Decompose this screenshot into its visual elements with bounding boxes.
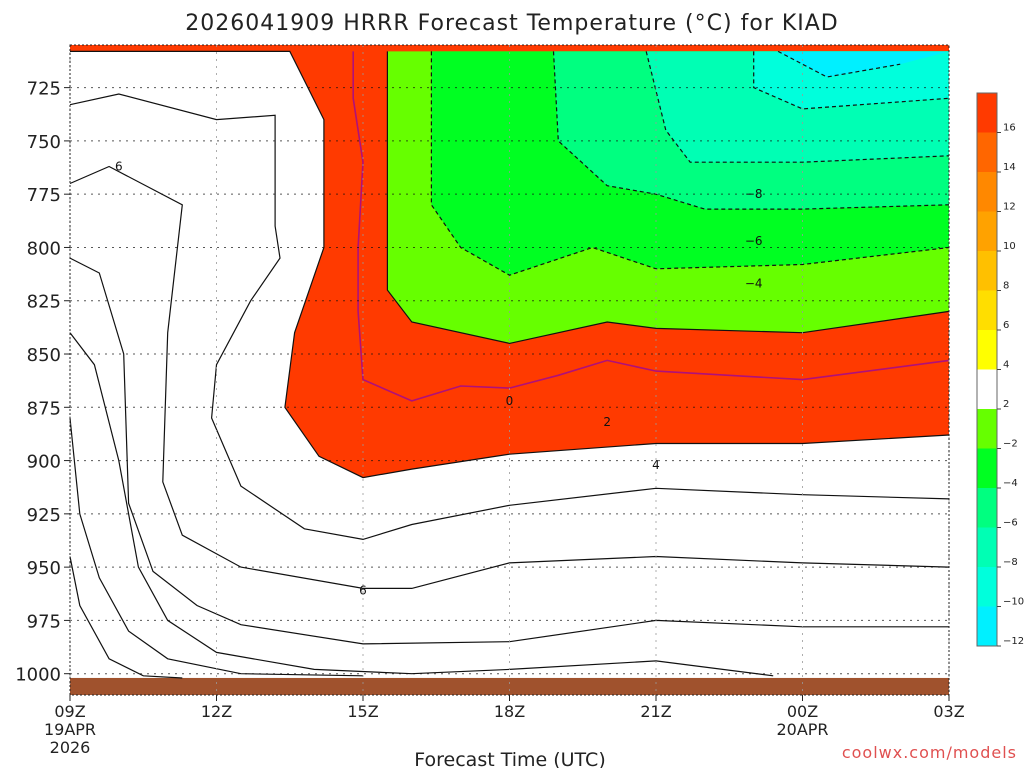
colorbar-tick-label-3: 10 [1003,241,1016,252]
contour-10 [69,257,949,645]
x-tick-label-00Z: 00Z [787,702,818,721]
x-tick-label-15Z: 15Z [347,702,378,721]
x-tick-label-12Z: 12Z [201,702,232,721]
colorbar-tick-label-6: 4 [1003,360,1009,371]
colorbar-tick-label-1: 14 [1003,162,1016,173]
contour-label-6: −6 [745,234,763,248]
colorbar-bin-10 [977,488,997,528]
colorbar-bin-0 [977,93,997,133]
colorbar-bin-13 [977,606,997,647]
credit-text: coolwx.com/models [842,743,1017,762]
y-tick-label-775: 775 [27,185,61,206]
contour-4 [70,50,950,479]
colorbar-tick-label-12: −10 [1003,597,1024,608]
chart-title: 2026041909 HRRR Forecast Temperature (°C… [185,11,838,36]
contour--8 [753,51,950,110]
contour-label-0: 6 [115,159,123,173]
colorbar-bin-8 [977,409,997,449]
temperature-fill [70,45,949,695]
x-tick-label-18Z: 18Z [494,702,525,721]
contour--6 [645,51,950,163]
colorbar-tick-label-7: 2 [1003,399,1009,410]
contour-lines [69,50,950,679]
y-tick-label-875: 875 [27,398,61,419]
colorbar-bin-3 [977,211,997,252]
contour-label-4: 6 [359,584,367,598]
contour-16 [69,556,183,679]
contour-labels: 6 4 2 0 6 −8 −6 −4 [115,159,763,597]
y-tick-label-950: 950 [27,558,61,579]
contour--4 [552,51,950,210]
x-tick-label-09Z: 09Z [54,702,85,721]
y-tick-label-900: 900 [27,452,61,473]
contour-2 [386,51,950,345]
colorbar-bin-1 [977,132,997,173]
colorbar-bin-6 [977,330,997,370]
colorbar-bin-7 [977,369,997,410]
contour-label-2: 2 [603,415,611,429]
colorbar-bin-11 [977,527,997,568]
colorbar-bin-12 [977,567,997,607]
ground-layer [70,677,949,695]
contour-14 [69,417,364,677]
x-tick-sub-19APR: 19APR [44,720,96,739]
colorbar-bin-5 [977,290,997,331]
contour-label-5: −8 [745,187,763,201]
y-tick-label-825: 825 [27,292,61,313]
contour-label-3: 0 [506,394,514,408]
contour-12 [69,332,774,677]
colorbar: 16 14 12 10 8 6 4 2 −2 −4 −6 −8 −10 −12 [976,92,1024,647]
band-4 [70,51,949,695]
colorbar-bin-2 [977,172,997,212]
colorbar-tick-label-0: 16 [1003,123,1016,134]
colorbar-tick-label-2: 12 [1003,202,1016,213]
colorbar-tick-label-13: −12 [1003,636,1024,647]
contour-label-7: −4 [745,277,763,291]
colorbar-tick-label-9: −4 [1003,478,1018,489]
colorbar-tick-label-8: −2 [1003,439,1018,450]
x-tick-label-03Z: 03Z [933,702,964,721]
colorbar-bin-9 [977,448,997,489]
y-tick-label-800: 800 [27,238,61,259]
x-tick-sub2-2026: 2026 [50,738,91,757]
colorbar-tick-label-4: 8 [1003,281,1009,292]
y-tick-label-725: 725 [27,79,61,100]
contour-6 [69,93,950,541]
colorbar-tick-label-5: 6 [1003,320,1009,331]
contour-zero [352,51,950,402]
y-axis: 725 750 775 800 825 850 875 900 925 950 975 1000 [15,79,70,686]
y-tick-label-850: 850 [27,345,61,366]
y-tick-label-750: 750 [27,132,61,153]
contour--2 [430,51,950,276]
x-axis-label: Forecast Time (UTC) [414,749,605,768]
y-tick-label-975: 975 [27,611,61,632]
x-tick-label-21Z: 21Z [640,702,671,721]
colorbar-bin-4 [977,251,997,291]
y-tick-label-1000: 1000 [15,665,61,686]
y-tick-label-925: 925 [27,505,61,526]
x-tick-sub-20APR: 20APR [776,720,828,739]
band--10 [778,51,949,77]
contour-label-1: 4 [652,458,660,472]
colorbar-tick-label-10: −6 [1003,518,1018,529]
colorbar-tick-label-11: −8 [1003,557,1018,568]
